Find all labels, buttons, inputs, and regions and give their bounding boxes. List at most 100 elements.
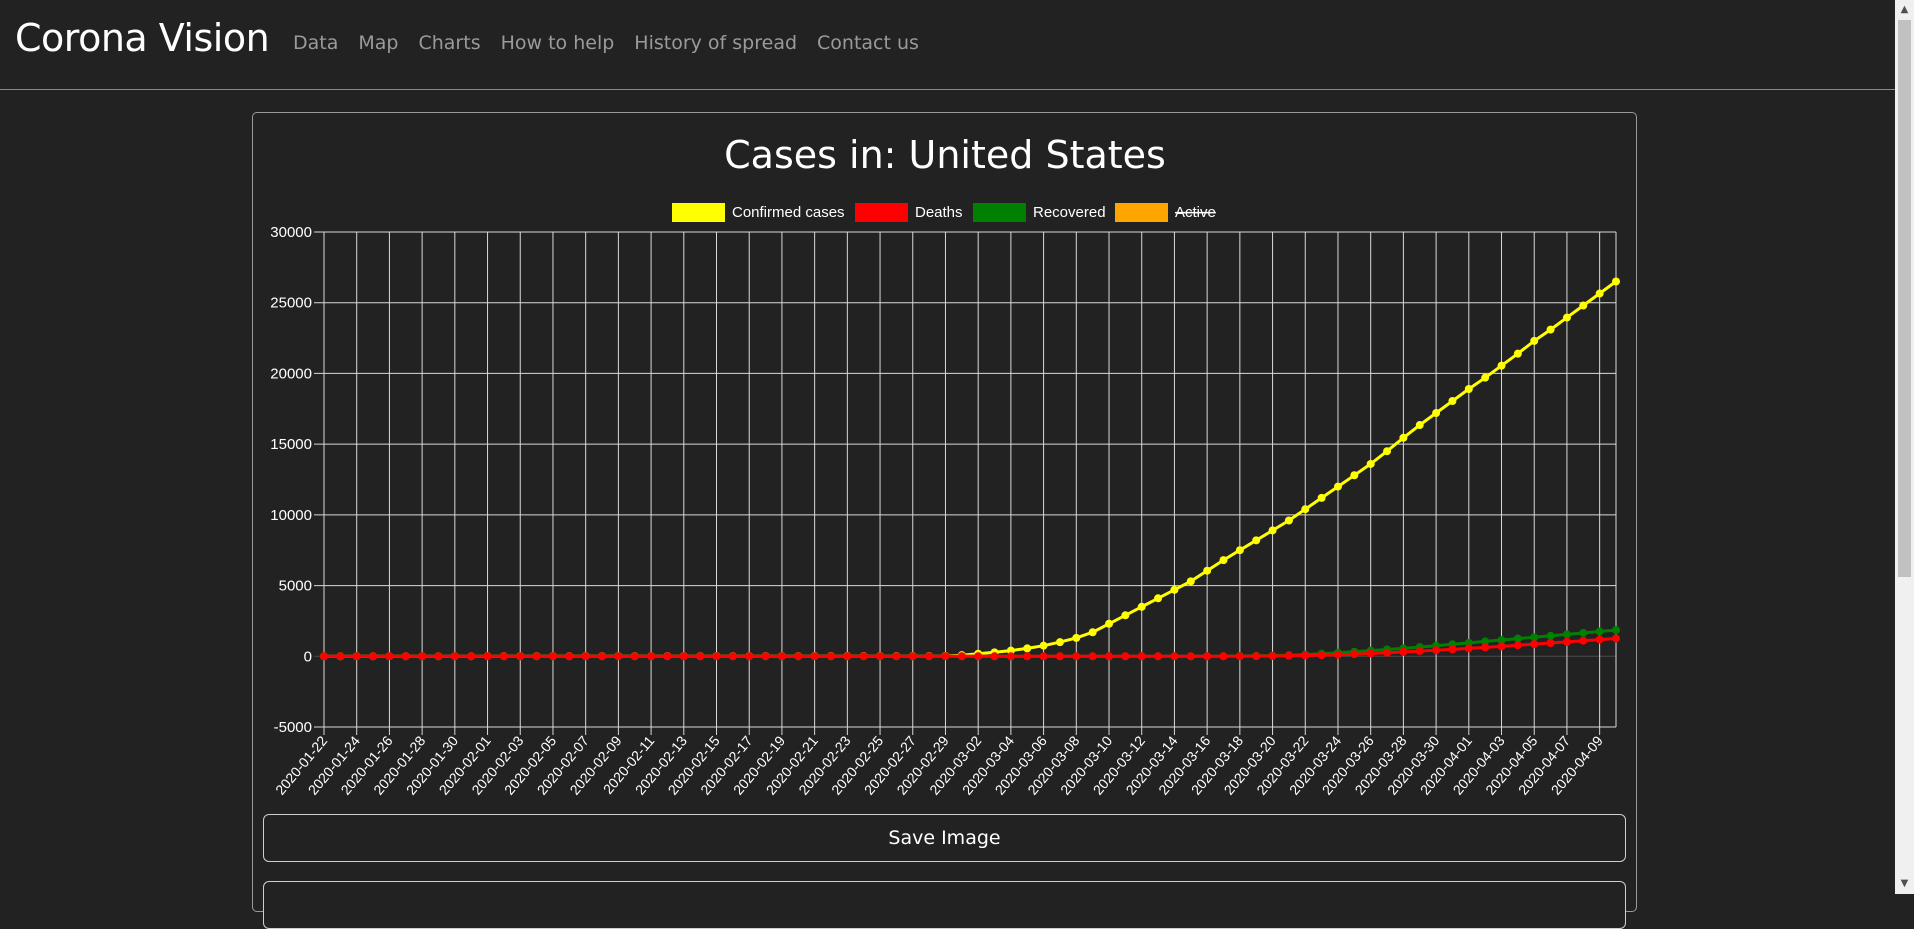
data-point-recovered — [1579, 628, 1588, 637]
nav-link-charts[interactable]: Charts — [418, 32, 481, 54]
scroll-down-arrow-icon[interactable]: ▼ — [1900, 878, 1909, 889]
data-point-deaths — [598, 652, 607, 661]
data-point-deaths — [320, 652, 328, 661]
data-point-confirmed-cases — [1464, 384, 1473, 393]
data-point-confirmed-cases — [1170, 585, 1179, 594]
nav-link-history-of-spread[interactable]: History of spread — [634, 32, 798, 54]
data-point-confirmed-cases — [1513, 349, 1522, 358]
data-point-deaths — [1448, 645, 1457, 654]
data-point-deaths — [892, 652, 901, 661]
brand-logo[interactable]: Corona Vision — [15, 16, 270, 60]
data-point-confirmed-cases — [1497, 361, 1506, 370]
data-point-confirmed-cases — [1121, 611, 1130, 620]
y-tick-label: 30000 — [270, 224, 312, 241]
data-point-deaths — [1301, 651, 1310, 660]
data-point-deaths — [630, 652, 639, 661]
nav-link-how-to-help[interactable]: How to help — [500, 32, 615, 54]
y-tick-label: 0 — [304, 648, 312, 665]
data-point-confirmed-cases — [1432, 409, 1441, 418]
data-point-confirmed-cases — [1530, 336, 1539, 345]
data-point-deaths — [1088, 652, 1097, 661]
data-point-deaths — [925, 652, 934, 661]
data-point-confirmed-cases — [1562, 313, 1571, 322]
data-point-deaths — [1252, 652, 1261, 661]
data-point-confirmed-cases — [1186, 577, 1195, 586]
data-point-deaths — [1350, 650, 1359, 659]
data-point-recovered — [1497, 636, 1506, 645]
y-tick-label: 20000 — [270, 365, 312, 382]
save-image-button[interactable]: Save Image — [263, 814, 1626, 862]
data-point-confirmed-cases — [1448, 397, 1457, 406]
data-point-deaths — [1366, 649, 1375, 658]
data-point-deaths — [614, 652, 623, 661]
data-point-deaths — [1039, 652, 1048, 661]
legend-label-deaths: Deaths — [915, 204, 963, 221]
data-point-deaths — [663, 652, 672, 661]
data-point-deaths — [1579, 636, 1588, 645]
nav-links: Data Map Charts How to help History of s… — [293, 32, 939, 54]
y-tick-label: 10000 — [270, 507, 312, 524]
data-point-deaths — [1170, 652, 1179, 661]
nav-link-contact-us[interactable]: Contact us — [817, 32, 919, 54]
data-point-deaths — [516, 652, 525, 661]
data-point-deaths — [1121, 652, 1130, 661]
data-point-deaths — [908, 652, 917, 661]
scrollbar-thumb[interactable] — [1898, 20, 1911, 577]
data-point-confirmed-cases — [1546, 325, 1555, 334]
data-point-deaths — [826, 652, 835, 661]
data-point-deaths — [859, 652, 868, 661]
data-point-recovered — [1481, 637, 1490, 646]
nav-link-data[interactable]: Data — [293, 32, 339, 54]
data-point-confirmed-cases — [1268, 526, 1277, 535]
data-point-confirmed-cases — [1039, 641, 1048, 650]
data-point-deaths — [1235, 652, 1244, 661]
data-point-deaths — [1464, 644, 1473, 653]
data-point-deaths — [1333, 650, 1342, 659]
data-point-deaths — [647, 652, 656, 661]
data-point-confirmed-cases — [1317, 493, 1326, 502]
data-point-confirmed-cases — [1006, 646, 1015, 655]
data-point-confirmed-cases — [1088, 628, 1097, 637]
data-point-confirmed-cases — [1399, 433, 1408, 442]
data-point-confirmed-cases — [1301, 505, 1310, 514]
data-point-recovered — [1612, 626, 1620, 635]
data-point-deaths — [336, 652, 345, 661]
data-point-deaths — [712, 652, 721, 661]
data-point-deaths — [1481, 643, 1490, 652]
data-point-deaths — [1137, 652, 1146, 661]
y-tick-label: 25000 — [270, 295, 312, 312]
data-point-deaths — [794, 652, 803, 661]
data-point-deaths — [1219, 652, 1228, 661]
cases-chart: Cases in: United States Confirmed cases De… — [270, 133, 1620, 798]
data-point-deaths — [761, 652, 770, 661]
data-point-confirmed-cases — [1333, 482, 1342, 491]
data-point-deaths — [745, 652, 754, 661]
data-point-confirmed-cases — [1055, 638, 1064, 647]
data-point-deaths — [1317, 651, 1326, 660]
legend-swatch-deaths — [855, 203, 908, 222]
data-point-deaths — [1186, 652, 1195, 661]
nav-link-map[interactable]: Map — [358, 32, 399, 54]
data-point-deaths — [1268, 652, 1277, 661]
data-point-confirmed-cases — [1154, 594, 1163, 603]
data-point-deaths — [1546, 638, 1555, 647]
scroll-up-arrow-icon[interactable]: ▲ — [1900, 4, 1909, 15]
data-point-confirmed-cases — [1595, 289, 1604, 298]
data-point-deaths — [1432, 646, 1441, 655]
data-point-deaths — [369, 652, 378, 661]
data-point-confirmed-cases — [1481, 373, 1490, 382]
data-point-confirmed-cases — [1383, 447, 1392, 456]
data-point-deaths — [581, 652, 590, 661]
data-point-confirmed-cases — [1105, 619, 1114, 628]
data-point-recovered — [1595, 627, 1604, 636]
data-point-deaths — [548, 652, 557, 661]
data-point-deaths — [1055, 652, 1064, 661]
data-point-deaths — [974, 652, 983, 661]
secondary-button[interactable] — [263, 881, 1626, 929]
data-point-deaths — [1612, 634, 1620, 643]
data-point-deaths — [499, 652, 508, 661]
legend-label-active: Active — [1175, 204, 1216, 221]
y-tick-label: 15000 — [270, 436, 312, 453]
data-point-deaths — [1154, 652, 1163, 661]
data-point-confirmed-cases — [1137, 602, 1146, 611]
